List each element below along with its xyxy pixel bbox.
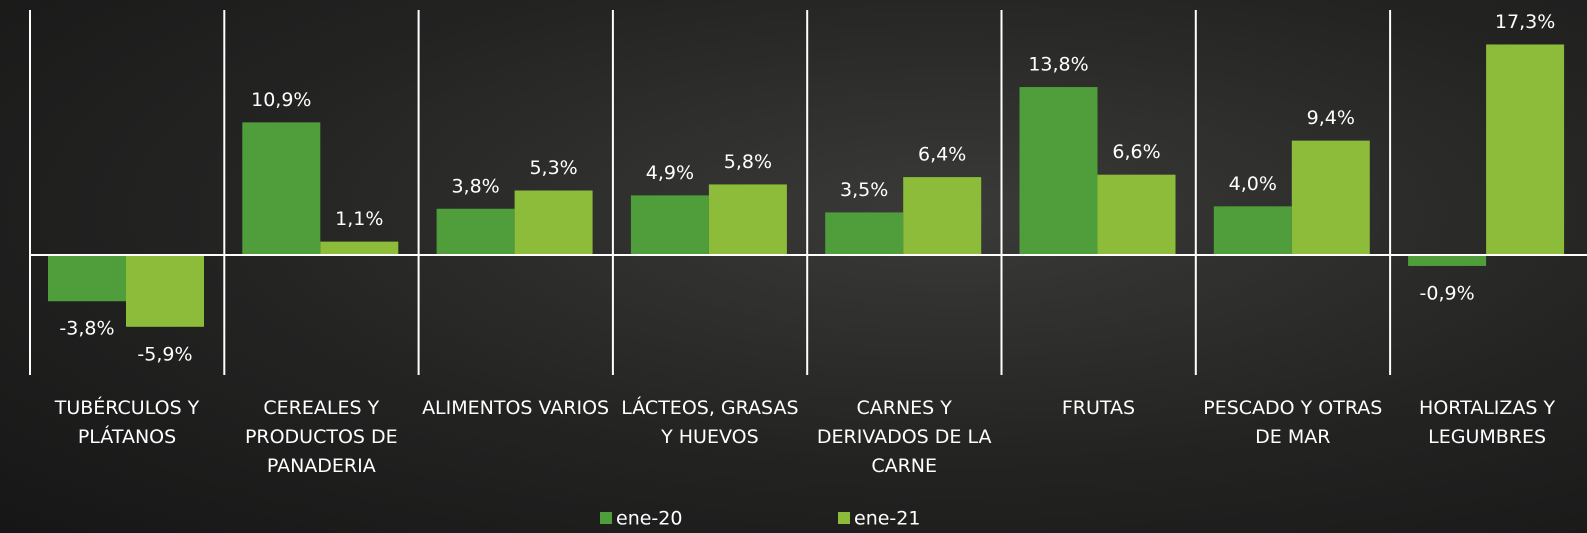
value-label: 1,1%	[335, 208, 383, 230]
legend-label: ene-20	[616, 508, 682, 530]
category-label: CEREALES Y PRODUCTOS DE PANADERIA	[244, 397, 398, 477]
value-label: 6,6%	[1112, 141, 1160, 163]
value-label: 3,8%	[451, 175, 499, 197]
bar	[708, 184, 787, 255]
value-label: -3,8%	[59, 318, 114, 340]
value-label: 10,9%	[251, 89, 311, 111]
category-label: CARNES Y DERIVADOS DE LA CARNE	[816, 397, 992, 477]
legend-label: ene-21	[854, 508, 920, 530]
bar	[1213, 206, 1292, 255]
category-label: PESCADO Y OTRAS DE MAR	[1203, 397, 1383, 448]
value-label: 5,3%	[529, 157, 577, 179]
category-label: LÁCTEOS, GRASAS Y HUEVOS	[621, 397, 799, 448]
bar	[48, 255, 126, 302]
bar	[630, 195, 709, 255]
bar	[1097, 174, 1176, 255]
bar	[1486, 44, 1565, 255]
value-label: 4,9%	[646, 162, 694, 184]
bar	[1019, 87, 1098, 255]
value-label: 4,0%	[1229, 173, 1277, 195]
category-label: FRUTAS	[1061, 397, 1136, 419]
value-label: 6,4%	[918, 144, 966, 166]
bar	[1291, 140, 1370, 255]
bar	[1408, 255, 1487, 266]
value-label: -0,9%	[1420, 282, 1475, 304]
value-label: 5,8%	[724, 151, 772, 173]
category-label: HORTALIZAS Y LEGUMBRES	[1419, 397, 1556, 448]
value-label: 17,3%	[1495, 11, 1555, 33]
legend-swatch	[838, 512, 850, 524]
bar	[514, 190, 593, 255]
bar	[320, 241, 399, 255]
value-label: 3,5%	[840, 179, 888, 201]
bar	[436, 208, 515, 255]
category-label: ALIMENTOS VARIOS	[422, 397, 610, 419]
category-label: TUBÉRCULOS Y PLÁTANOS	[54, 397, 200, 448]
value-label: 9,4%	[1307, 107, 1355, 129]
bar	[242, 122, 321, 255]
bar	[825, 212, 904, 255]
legend-swatch	[600, 512, 612, 524]
bar	[903, 177, 982, 255]
value-label: 13,8%	[1028, 54, 1088, 76]
bar	[126, 255, 204, 327]
value-label: -5,9%	[137, 343, 192, 365]
